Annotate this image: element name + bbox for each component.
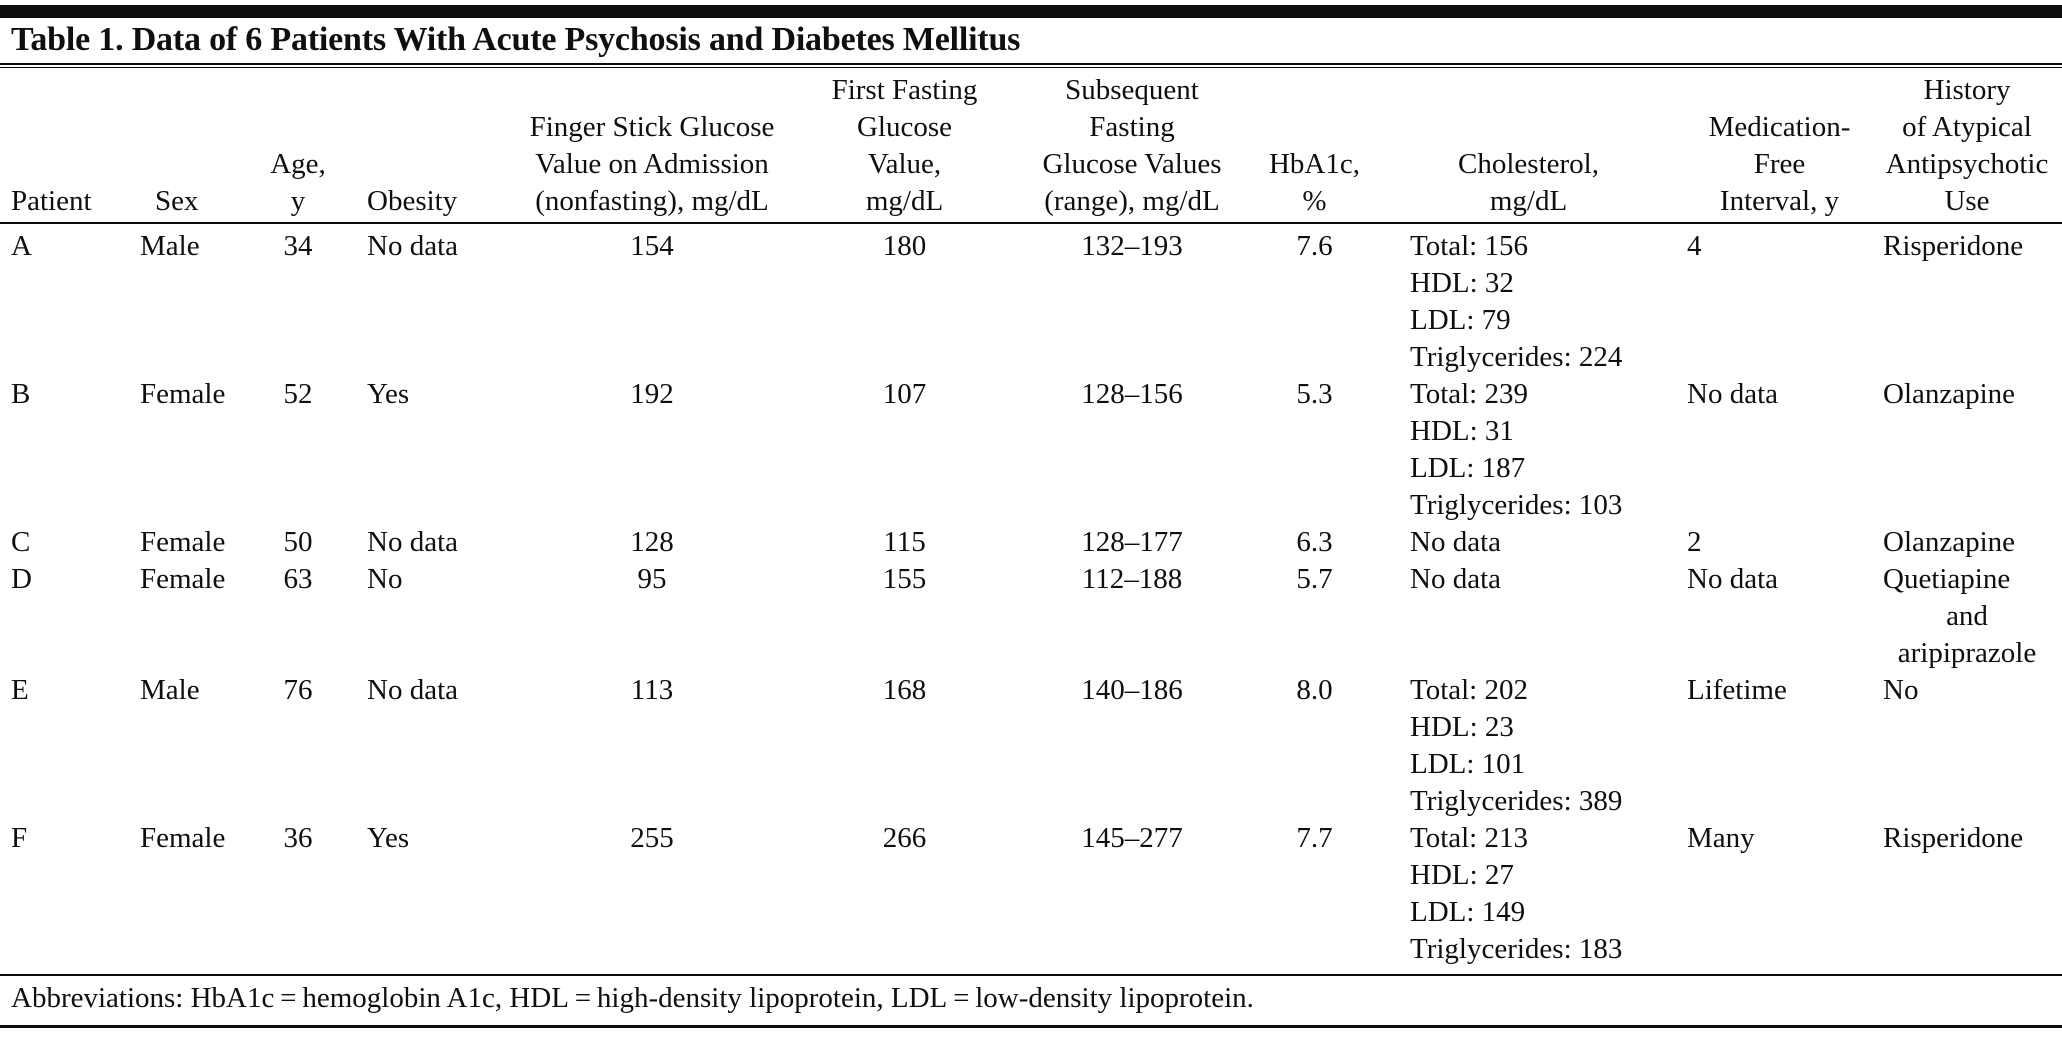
- cell-history-D: Quetiapine and aripiprazole: [1883, 563, 2037, 669]
- cell-hba1c-B: 5.3: [1296, 378, 1333, 410]
- footnote-divider-rule: [0, 974, 2062, 976]
- cell-obesity-F: Yes: [367, 822, 410, 854]
- cell-patient-B: B: [11, 378, 31, 410]
- column-header-age: Age, y: [264, 68, 332, 224]
- cell-sex-D: Female: [140, 563, 226, 595]
- cell-cholesterol-B: Total: 239 HDL: 31 LDL: 187 Triglycerides: …: [1410, 378, 1623, 521]
- cell-hba1c-C: 6.3: [1296, 526, 1333, 558]
- column-header-med_free: Medication- Free Interval, y: [1647, 68, 1872, 224]
- cell-med_free-F: Many: [1687, 822, 1755, 854]
- column-header-fingerstick: Finger Stick Glucose Value on Admission (n…: [507, 68, 797, 224]
- table-body: A Male 34 No data 154 180 132–193 7.6 Total: 156…: [0, 223, 2062, 968]
- cell-cholesterol-E: Total: 202 HDL: 23 LDL: 101 Triglycerides: …: [1410, 674, 1623, 817]
- cell-subsequent-E: 140–186: [1081, 674, 1183, 706]
- abbreviations-footnote: Abbreviations: HbA1c = hemoglobin A1c, H…: [11, 982, 1254, 1014]
- patient-row-D: D Female 63 No 95 155 112–188 5.7 No data No data…: [0, 561, 2062, 672]
- cell-obesity-D: No: [367, 563, 403, 595]
- cell-age-E: 76: [283, 674, 313, 706]
- cell-subsequent-D: 112–188: [1081, 563, 1183, 595]
- cell-age-B: 52: [283, 378, 313, 410]
- patient-row-F: F Female 36 Yes 255 266 145–277 7.7 Total: 213 HD…: [0, 820, 2062, 968]
- column-header-obesity: Obesity: [332, 68, 507, 224]
- cell-subsequent-F: 145–277: [1081, 822, 1183, 854]
- cell-med_free-B: No data: [1687, 378, 1778, 410]
- cell-patient-C: C: [11, 526, 31, 558]
- patient-data-table: Patient Sex Age, y Obesity Finger Stick Gluco…: [0, 68, 2062, 968]
- cell-fingerstick-E: 113: [630, 674, 674, 706]
- cell-cholesterol-D: No data: [1410, 563, 1501, 595]
- top-rule-bar: [0, 5, 2062, 18]
- cell-sex-A: Male: [140, 230, 200, 262]
- cell-sex-F: Female: [140, 822, 226, 854]
- cell-subsequent-A: 132–193: [1081, 230, 1183, 262]
- cell-sex-E: Male: [140, 674, 200, 706]
- cell-cholesterol-C: No data: [1410, 526, 1501, 558]
- cell-first_fasting-D: 155: [882, 563, 927, 595]
- cell-obesity-E: No data: [367, 674, 458, 706]
- cell-med_free-A: 4: [1687, 230, 1702, 262]
- table-header-row: Patient Sex Age, y Obesity Finger Stick Gluco…: [0, 68, 2062, 224]
- cell-history-A: Risperidone: [1883, 230, 2024, 262]
- column-header-first_fasting: First Fasting Glucose Value, mg/dL: [797, 68, 1012, 224]
- cell-hba1c-E: 8.0: [1296, 674, 1333, 706]
- column-header-subsequent: Subsequent Fasting Glucose Values (range), …: [1012, 68, 1252, 224]
- column-header-cholesterol: Cholesterol, mg/dL: [1377, 68, 1647, 224]
- cell-age-C: 50: [283, 526, 313, 558]
- table-figure: Table 1. Data of 6 Patients With Acute P…: [0, 5, 2062, 1028]
- cell-age-F: 36: [283, 822, 313, 854]
- cell-first_fasting-E: 168: [882, 674, 927, 706]
- cell-obesity-A: No data: [367, 230, 458, 262]
- cell-subsequent-B: 128–156: [1081, 378, 1183, 410]
- patient-row-E: E Male 76 No data 113 168 140–186 8.0 Total: 202…: [0, 672, 2062, 820]
- column-header-history: History of Atypical Antipsychotic Use: [1872, 68, 2062, 224]
- title-divider-rule: [0, 63, 2062, 68]
- cell-hba1c-A: 7.6: [1296, 230, 1333, 262]
- cell-med_free-C: 2: [1687, 526, 1702, 558]
- table-title: Table 1. Data of 6 Patients With Acute P…: [11, 21, 1021, 58]
- cell-patient-D: D: [11, 563, 32, 595]
- cell-fingerstick-B: 192: [630, 378, 674, 410]
- cell-med_free-E: Lifetime: [1687, 674, 1787, 706]
- cell-hba1c-D: 5.7: [1296, 563, 1333, 595]
- table-header: Patient Sex Age, y Obesity Finger Stick Gluco…: [0, 68, 2062, 224]
- bottom-rule: [0, 1025, 2062, 1028]
- cell-history-E: No: [1883, 674, 1919, 706]
- cell-first_fasting-C: 115: [883, 526, 926, 558]
- cell-age-A: 34: [283, 230, 313, 262]
- cell-history-F: Risperidone: [1883, 822, 2024, 854]
- cell-med_free-D: No data: [1687, 563, 1778, 595]
- patient-row-C: C Female 50 No data 128 115 128–177 6.3 No data 2…: [0, 524, 2062, 561]
- cell-history-C: Olanzapine: [1883, 526, 2016, 558]
- patient-row-A: A Male 34 No data 154 180 132–193 7.6 Total: 156…: [0, 223, 2062, 376]
- column-header-sex: Sex: [136, 68, 264, 224]
- cell-patient-F: F: [11, 822, 28, 854]
- cell-first_fasting-B: 107: [882, 378, 927, 410]
- cell-patient-A: A: [11, 230, 32, 262]
- cell-hba1c-F: 7.7: [1296, 822, 1333, 854]
- patient-row-B: B Female 52 Yes 192 107 128–156 5.3 Total: 239 HD…: [0, 376, 2062, 524]
- cell-patient-E: E: [11, 674, 29, 706]
- cell-sex-C: Female: [140, 526, 226, 558]
- cell-fingerstick-C: 128: [630, 526, 674, 558]
- cell-history-B: Olanzapine: [1883, 378, 2016, 410]
- cell-subsequent-C: 128–177: [1081, 526, 1183, 558]
- cell-fingerstick-F: 255: [630, 822, 674, 854]
- cell-cholesterol-A: Total: 156 HDL: 32 LDL: 79 Triglycerides: 2…: [1410, 230, 1623, 373]
- cell-obesity-B: Yes: [367, 378, 410, 410]
- cell-sex-B: Female: [140, 378, 226, 410]
- cell-obesity-C: No data: [367, 526, 458, 558]
- cell-fingerstick-A: 154: [630, 230, 674, 262]
- column-header-hba1c: HbA1c,%: [1252, 68, 1377, 224]
- cell-first_fasting-F: 266: [882, 822, 927, 854]
- cell-age-D: 63: [283, 563, 313, 595]
- column-header-patient: Patient: [0, 68, 136, 224]
- cell-cholesterol-F: Total: 213 HDL: 27 LDL: 149 Triglycerides: …: [1410, 822, 1623, 965]
- cell-first_fasting-A: 180: [882, 230, 927, 262]
- cell-fingerstick-D: 95: [637, 563, 667, 595]
